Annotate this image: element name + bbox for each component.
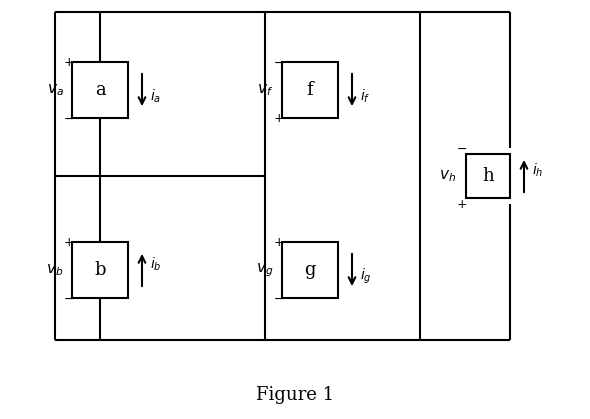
Text: $i_g$: $i_g$	[360, 266, 372, 286]
Bar	[282, 62, 338, 118]
Text: $-$: $-$	[273, 292, 284, 305]
Text: +: +	[64, 235, 74, 248]
Bar	[466, 154, 510, 198]
Text: Figure 1: Figure 1	[256, 386, 334, 404]
Text: $i_h$: $i_h$	[532, 161, 543, 178]
Text: $v_{a}$: $v_{a}$	[47, 82, 63, 98]
Text: $-$: $-$	[457, 142, 467, 155]
Text: g: g	[304, 261, 316, 279]
Text: $i_f$: $i_f$	[360, 87, 371, 105]
Text: $v_{h}$: $v_{h}$	[440, 168, 457, 184]
Text: a: a	[94, 81, 106, 99]
Text: $v_{b}$: $v_{b}$	[47, 262, 64, 278]
Text: +: +	[274, 111, 284, 124]
Text: $i_a$: $i_a$	[150, 87, 161, 105]
Bar	[72, 242, 128, 298]
Text: f: f	[307, 81, 313, 99]
Text: $v_{f}$: $v_{f}$	[257, 82, 273, 98]
Text: $-$: $-$	[64, 111, 74, 124]
Text: b: b	[94, 261, 106, 279]
Text: +: +	[274, 235, 284, 248]
Bar	[282, 242, 338, 298]
Text: $-$: $-$	[273, 55, 284, 68]
Text: +: +	[457, 197, 467, 210]
Text: $i_b$: $i_b$	[150, 255, 162, 273]
Text: h: h	[482, 167, 494, 185]
Text: +: +	[64, 55, 74, 68]
Bar	[72, 62, 128, 118]
Text: $v_{g}$: $v_{g}$	[256, 261, 274, 279]
Text: $-$: $-$	[64, 292, 74, 305]
